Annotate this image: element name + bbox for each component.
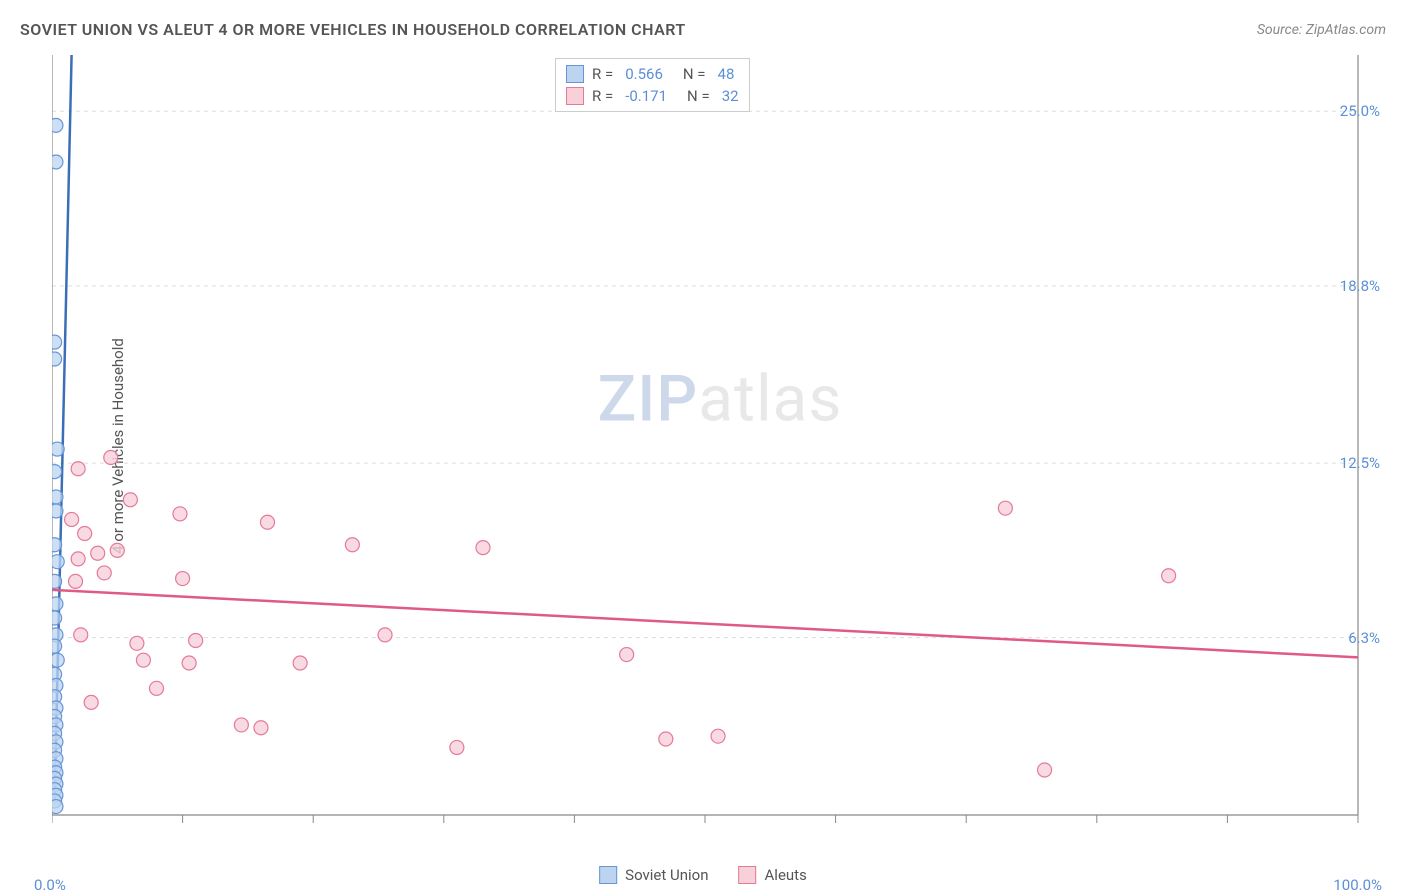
x-max-label: 100.0% [1333, 876, 1382, 894]
y-tick-label: 6.3% [1348, 629, 1380, 647]
legend-label-soviet: Soviet Union [625, 866, 708, 884]
correlation-legend: R = 0.566 N = 48 R = -0.171 N = 32 [555, 58, 750, 112]
y-tick-label: 18.8% [1340, 277, 1380, 295]
swatch-soviet-icon [599, 866, 617, 884]
r-label: R = [592, 87, 613, 105]
n-value-aleut: 32 [722, 87, 739, 105]
y-tick-label: 12.5% [1340, 454, 1380, 472]
r-label: R = [592, 65, 613, 83]
n-value-soviet: 48 [718, 65, 735, 83]
series-legend: Soviet Union Aleuts [599, 866, 807, 884]
legend-row-aleut: R = -0.171 N = 32 [566, 85, 739, 107]
n-label: N = [687, 87, 710, 105]
swatch-aleut-icon [739, 866, 757, 884]
chart-source: Source: ZipAtlas.com [1257, 22, 1386, 38]
legend-item-aleut: Aleuts [739, 866, 807, 884]
chart-header: SOVIET UNION VS ALEUT 4 OR MORE VEHICLES… [20, 20, 1386, 39]
n-label: N = [683, 65, 706, 83]
chart-area: ZIPatlas [52, 55, 1388, 837]
chart-title: SOVIET UNION VS ALEUT 4 OR MORE VEHICLES… [20, 20, 686, 39]
y-tick-label: 25.0% [1340, 102, 1380, 120]
r-value-soviet: 0.566 [625, 65, 663, 83]
legend-label-aleut: Aleuts [765, 866, 807, 884]
r-value-aleut: -0.171 [625, 87, 667, 105]
swatch-aleut [566, 87, 584, 105]
legend-row-soviet: R = 0.566 N = 48 [566, 63, 739, 85]
scatter-plot [52, 55, 1388, 837]
swatch-soviet [566, 65, 584, 83]
x-origin-label: 0.0% [34, 876, 66, 894]
legend-item-soviet: Soviet Union [599, 866, 708, 884]
